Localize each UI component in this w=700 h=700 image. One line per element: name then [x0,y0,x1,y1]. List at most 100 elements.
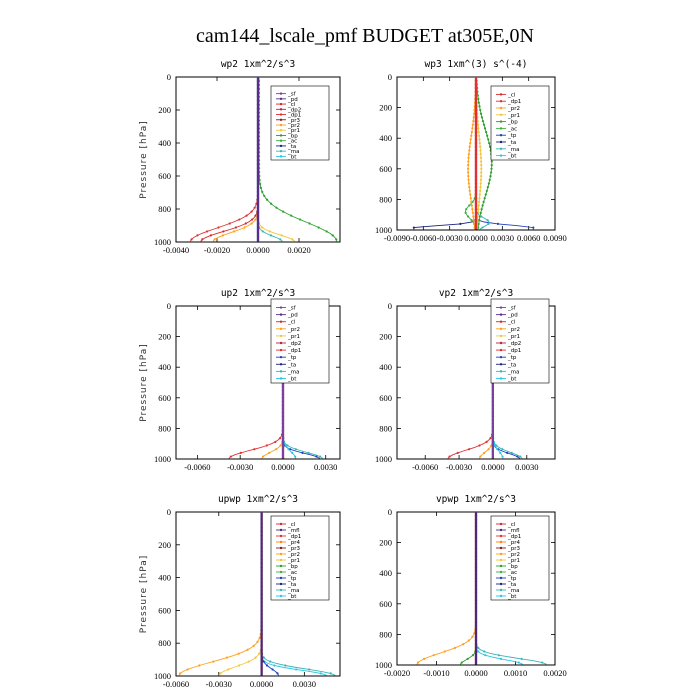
data-point [467,164,470,167]
legend-marker [279,594,283,598]
data-point [479,189,482,192]
data-point [481,226,484,229]
data-point [254,656,257,659]
data-point [467,167,470,170]
data-point [315,455,318,458]
legend-marker [499,113,503,117]
data-point [291,238,294,241]
x-tick-label: 0.0010 [504,668,527,678]
data-point [258,652,261,655]
x-tick-label: -0.0020 [204,245,230,255]
legend-marker [279,108,283,111]
data-point [472,219,475,222]
legend-label: _dp2 [287,107,301,113]
data-point [308,668,311,671]
data-point [480,171,483,174]
data-point [473,112,476,115]
y-tick-label: 800 [379,423,392,433]
data-point [478,197,481,200]
y-tick-label: 1000 [375,454,392,464]
legend-label: _mfl [507,528,520,534]
data-point [284,444,287,447]
data-point [467,153,470,156]
x-tick-label: 0.0090 [543,233,566,243]
y-axis-label: Pressure [hPa] [139,120,149,199]
data-point [468,448,471,451]
data-point [471,123,474,126]
y-tick-label: 200 [379,103,392,113]
data-point [422,657,426,660]
data-point [331,234,334,237]
data-point [483,127,487,130]
data-point [469,197,472,200]
legend-label: _pr1 [507,113,520,119]
x-tick-label: 0.0030 [314,462,337,472]
legend-marker [499,528,503,532]
legend-marker [499,570,503,574]
data-point [476,123,480,126]
series-line-cl [200,77,259,242]
legend-marker [279,306,283,309]
y-tick-label: 400 [158,573,171,583]
legend-label: _cl [507,92,516,98]
legend-marker [279,546,283,550]
data-point [319,672,322,675]
data-point [468,189,471,192]
legend-label: _mfl [287,528,300,534]
legend-box [270,298,330,384]
legend-label: _bp [507,564,518,570]
y-axis-label: Pressure [hPa] [139,343,149,422]
data-point [190,238,193,241]
data-point [467,182,470,185]
data-point [274,440,277,443]
data-point [275,206,278,209]
legend-label: _ta [507,140,516,146]
data-point [493,444,497,447]
data-point [254,218,257,221]
legend-marker [279,552,283,556]
legend-marker [279,522,283,526]
legend-marker [279,540,283,544]
data-point [243,226,246,229]
legend-label: _tp [507,133,517,139]
legend-marker [499,306,503,309]
x-tick-label: -0.0060 [163,679,189,689]
data-point [489,175,492,178]
y-tick-label: 1000 [375,225,392,235]
legend-marker [499,127,503,130]
data-point [245,214,248,217]
y-tick-label: 400 [379,568,392,578]
legend-marker [279,155,283,158]
data-point [280,234,283,237]
legend: _cl_mfl_dp1_pr4_pr3_pr2_pr1_bp_ac_tp_ta_… [490,515,550,601]
data-point [467,156,470,159]
data-point [261,226,264,229]
legend-marker [499,327,503,331]
legend-label: _pr1 [507,558,520,564]
data-point [483,197,486,200]
data-point [443,650,446,653]
data-point [479,108,482,112]
legend-marker [279,377,283,380]
legend-label: _cl [507,320,516,326]
data-point [261,230,264,233]
legend-label: _bp [287,564,298,570]
legend-marker [279,118,283,121]
data-point [486,134,489,137]
y-tick-label: 0 [388,72,392,82]
x-tick-label: -0.0060 [410,233,436,243]
legend-label: _bp [287,133,298,139]
data-point [488,145,492,148]
x-tick-label: 0.0030 [491,233,514,243]
plot-frame [396,305,556,460]
data-point [290,214,293,217]
data-point [497,654,500,657]
data-point [470,130,473,134]
data-point [487,182,490,185]
legend-label: _ta [287,144,296,150]
data-point [227,668,230,671]
legend-marker [279,582,283,586]
legend-label: _bt [507,376,517,382]
y-tick-label: 800 [158,638,171,648]
data-point [472,215,475,218]
